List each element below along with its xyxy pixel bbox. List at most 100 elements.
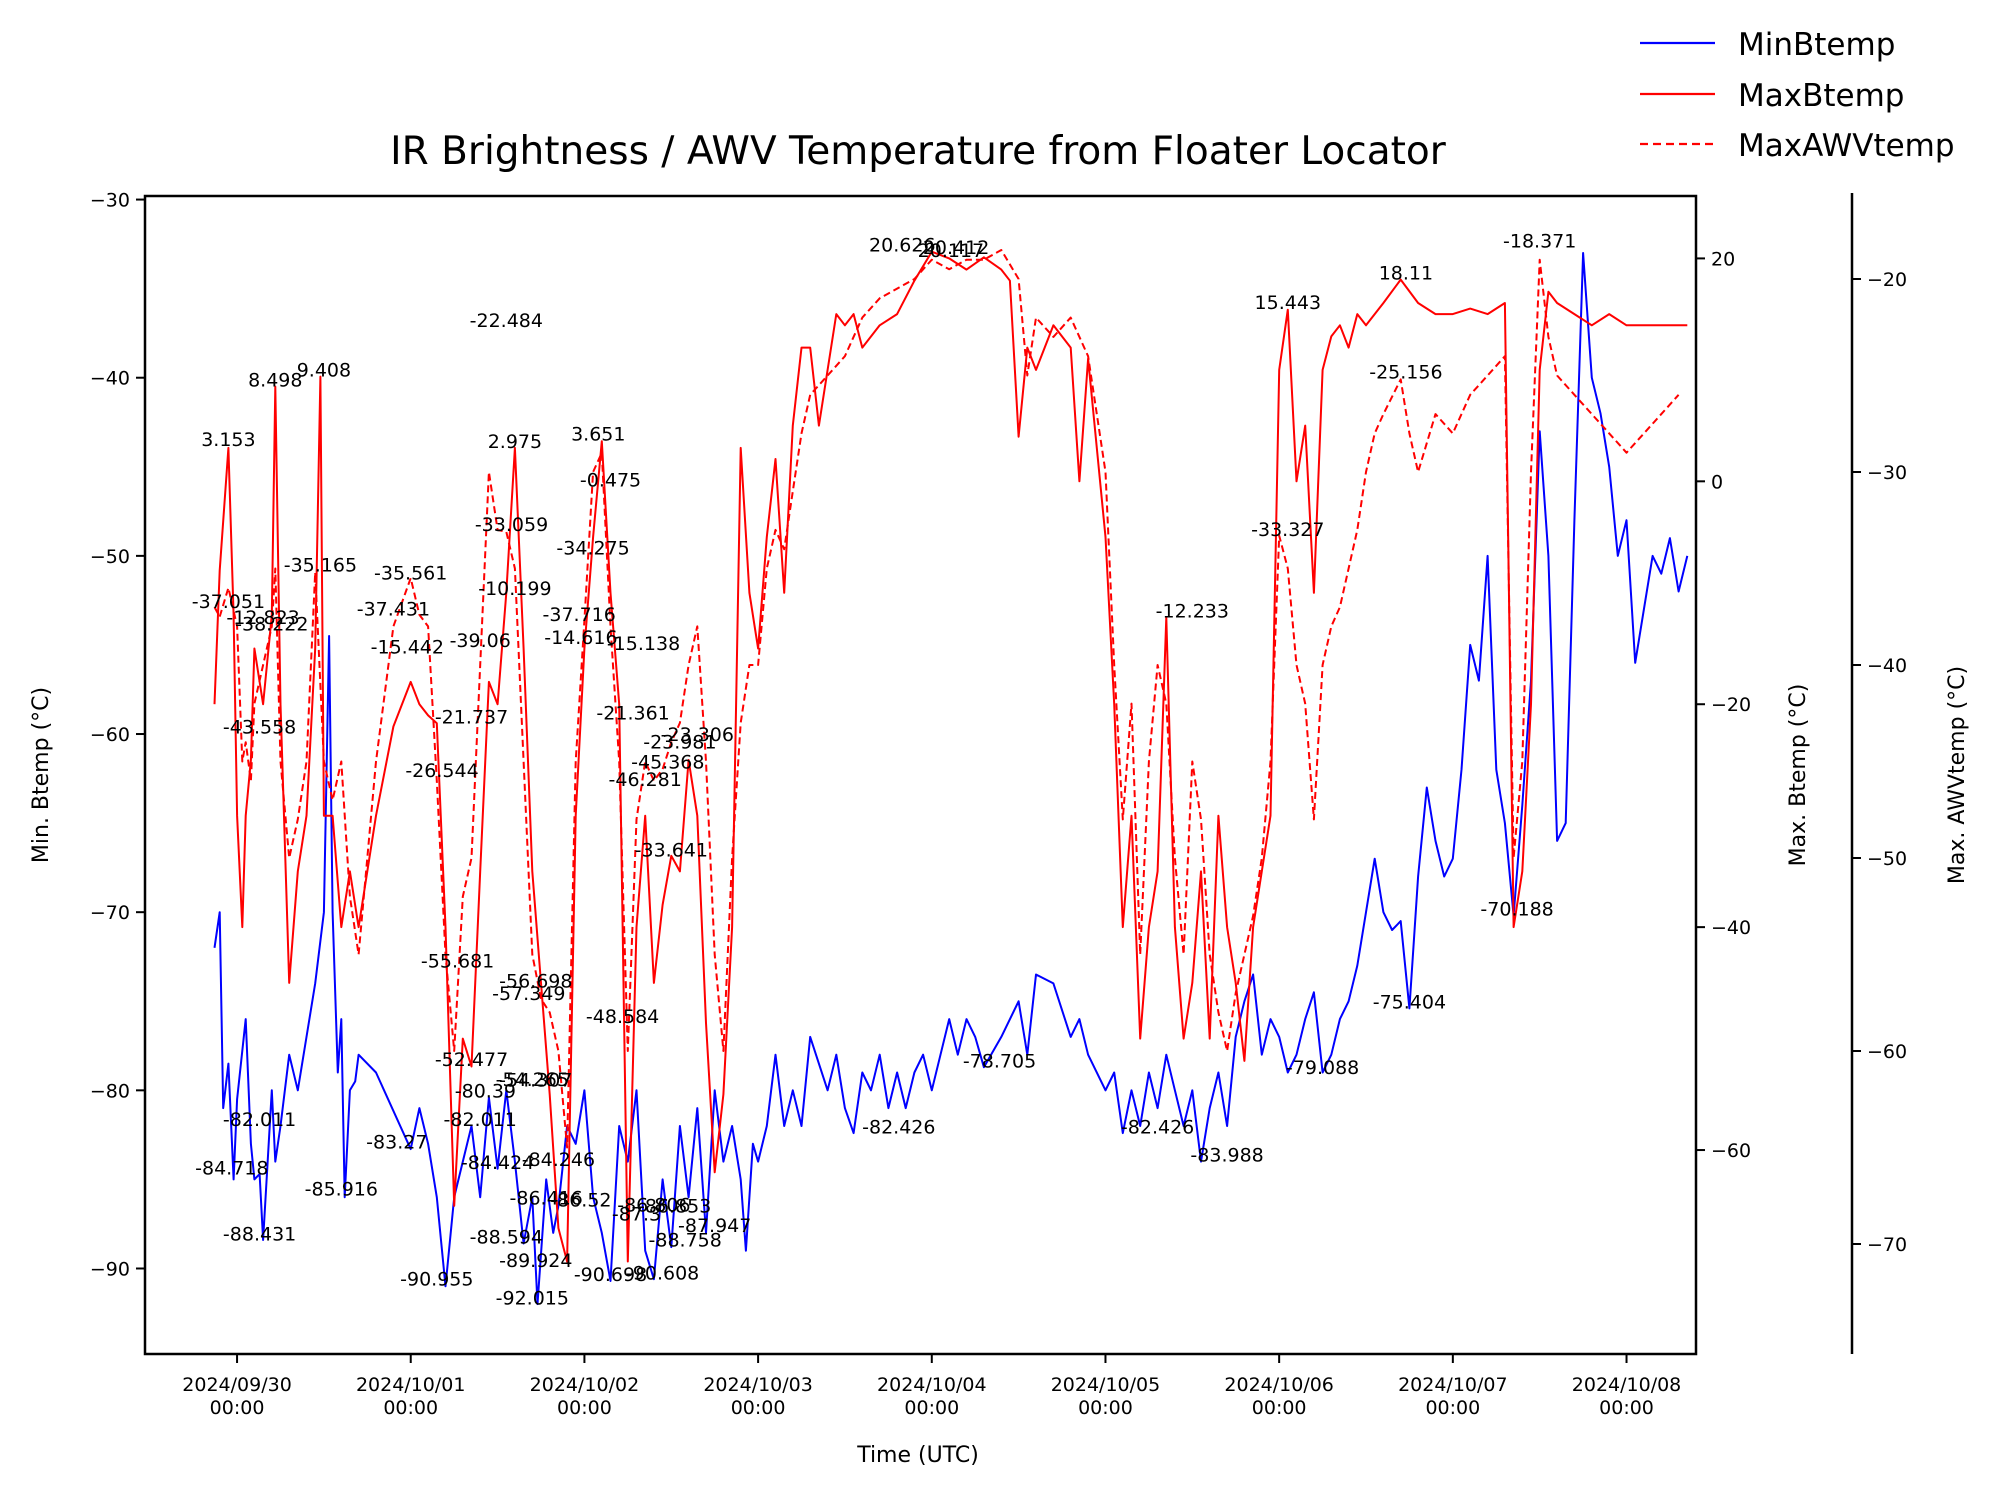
data-label: -70.188 [1480,899,1553,921]
outer-right-axis-tick-label: −60 [1867,1041,1907,1063]
data-label: -87.3 [612,1203,661,1225]
x-tick-label-date: 2024/10/01 [356,1374,466,1396]
data-label: 20.117 [918,240,984,262]
data-label: 9.408 [297,360,351,382]
left-axis-tick-label: −90 [90,1258,130,1280]
x-tick-label-time: 00:00 [1599,1397,1654,1419]
x-tick-label-time: 00:00 [904,1397,959,1419]
data-label: -90.608 [626,1262,699,1284]
data-label: -34.275 [556,538,629,560]
data-label: -14.616 [544,627,617,649]
data-label: -92.015 [496,1287,569,1309]
data-label: -84.718 [195,1157,268,1179]
data-label: -84.424 [461,1152,534,1174]
x-axis-ticks: 2024/09/3000:002024/10/0100:002024/10/02… [182,1354,1681,1419]
data-label: -90.955 [400,1269,473,1291]
data-label: -79.088 [1286,1057,1359,1079]
legend-label-maxbtemp: MaxBtemp [1738,78,1904,114]
outer-right-axis-tick-label: −50 [1867,848,1907,870]
data-label: 3.153 [201,429,255,451]
data-label: 3.651 [571,424,625,446]
data-label: -78.705 [963,1050,1036,1072]
data-label: -37.431 [357,598,430,620]
data-label: -54.307 [499,1070,572,1092]
data-label: -86.853 [638,1195,711,1217]
data-label: -21.737 [435,707,508,729]
data-label: -21.361 [596,702,669,724]
outer-right-axis-label: Max. AWVtemp (°C) [1945,666,1970,884]
data-label: -90.698 [574,1264,647,1286]
x-tick-label-date: 2024/10/08 [1572,1374,1682,1396]
data-label: -86.52 [550,1190,611,1212]
left-axis-tick-label: −70 [90,902,130,924]
data-label: -84.246 [522,1149,595,1171]
outer-right-axis-tick-label: −20 [1867,269,1907,291]
data-label: -83.988 [1190,1144,1263,1166]
data-label: -23.306 [661,724,734,746]
data-label: -33.059 [475,514,548,536]
left-axis-ticks: −30 −40 −50 −60 −70 −80 −90 [90,190,145,1280]
data-label: -33.327 [1251,519,1324,541]
data-label: -15.138 [607,633,680,655]
outer-right-axis-tick-label: −30 [1867,462,1907,484]
data-label: -22.484 [470,310,543,332]
x-tick-label-date: 2024/10/07 [1398,1374,1508,1396]
data-label: 2.975 [488,431,542,453]
legend: MinBtemp MaxBtemp MaxAWVtemp [1640,27,1955,164]
data-label: -83.27 [366,1132,427,1154]
x-tick-label-date: 2024/10/03 [703,1374,813,1396]
right-axis-tick-label: −40 [1711,917,1751,939]
data-label: -45.368 [631,752,704,774]
data-label: -85.916 [305,1179,378,1201]
data-label: -82.011 [444,1109,517,1131]
x-tick-label-time: 00:00 [1425,1397,1480,1419]
data-label: 15.443 [1255,292,1321,314]
data-label: -10.199 [478,578,551,600]
right-axis-ticks: 20 0 −20 −40 −60 [1696,248,1751,1162]
data-label: 20.412 [923,237,989,259]
x-tick-label-time: 00:00 [731,1397,786,1419]
data-label: -54.265 [496,1069,569,1091]
plot-frame [143,194,1698,1356]
data-label: -35.561 [374,562,447,584]
legend-label-minbtemp: MinBtemp [1738,27,1895,63]
outer-right-axis-tick-label: −70 [1867,1234,1907,1256]
left-axis-tick-label: −40 [90,368,130,390]
data-label: -12.233 [1156,601,1229,623]
right-axis-tick-label: −20 [1711,694,1751,716]
legend-label-maxawvtemp: MaxAWVtemp [1738,128,1955,164]
data-label: -86.416 [510,1188,583,1210]
data-label: -18.371 [1503,231,1576,253]
x-tick-label-time: 00:00 [557,1397,612,1419]
right-axis-tick-label: −60 [1711,1140,1751,1162]
data-label: -26.544 [405,760,478,782]
x-axis-label: Time (UTC) [856,1443,979,1468]
right-axis-tick-label: 20 [1711,248,1735,270]
x-tick-label-time: 00:00 [1078,1397,1133,1419]
series-line-maxbtemp [213,250,1688,1263]
data-label: -38.222 [235,614,308,636]
left-axis-label: Min. Btemp (°C) [29,687,54,863]
data-label: -56.698 [499,970,572,992]
data-label: -0.475 [580,470,641,492]
outer-right-axis-tick-label: −40 [1867,655,1907,677]
data-label: -80.39 [455,1080,516,1102]
left-axis-tick-label: −80 [90,1080,130,1102]
data-label: 8.498 [248,370,302,392]
outer-right-axis-ticks: −20 −30 −40 −50 −60 −70 [1852,269,1907,1256]
x-tick-label-date: 2024/09/30 [182,1374,292,1396]
x-tick-label-date: 2024/10/05 [1051,1374,1161,1396]
data-label: -89.924 [499,1250,572,1272]
data-label: -88.758 [649,1229,722,1251]
right-axis-label: Max. Btemp (°C) [1786,684,1811,867]
data-label: -88.431 [223,1224,296,1246]
left-axis-tick-label: −30 [90,190,130,212]
series-line-minbtemp [213,252,1689,1306]
data-label: 20.626 [869,234,935,256]
data-label: -39.06 [450,630,511,652]
data-label: -46.281 [609,769,682,791]
data-label: -52.477 [435,1049,508,1071]
chart-title: IR Brightness / AWV Temperature from Flo… [390,129,1447,174]
